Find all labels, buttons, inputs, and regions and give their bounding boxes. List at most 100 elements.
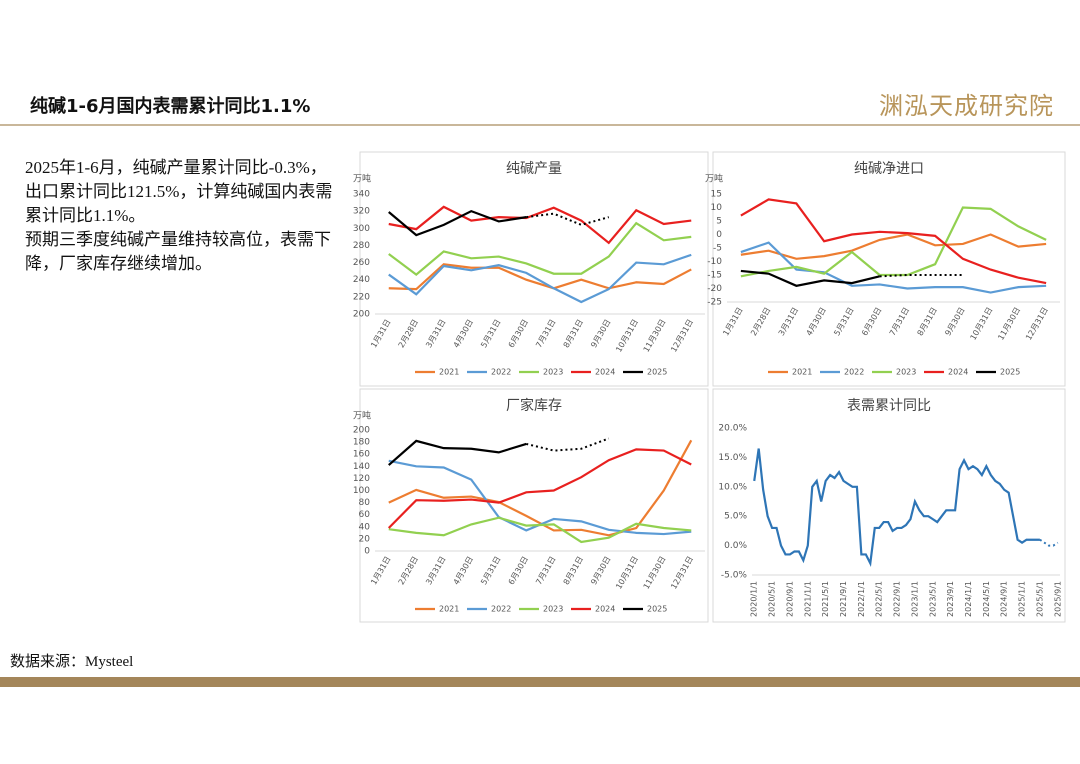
legend-label: 2025 bbox=[1000, 368, 1020, 377]
body-text: 2025年1-6月，纯碱产量累计同比-0.3%，出口累计同比121.5%，计算纯… bbox=[25, 156, 335, 276]
y-tick-label: 10.0% bbox=[718, 482, 747, 492]
y-tick-label: 200 bbox=[353, 426, 370, 436]
y-tick-label: 10 bbox=[711, 203, 723, 213]
y-unit: 万吨 bbox=[705, 173, 723, 185]
series-line bbox=[388, 439, 693, 537]
legend-label: 2021 bbox=[792, 368, 812, 377]
chart-title: 纯碱净进口 bbox=[854, 161, 924, 177]
legend-label: 2023 bbox=[543, 368, 563, 377]
series-line bbox=[740, 206, 1047, 278]
y-tick-label: 60 bbox=[359, 510, 371, 520]
y-tick-label: -10 bbox=[707, 257, 722, 267]
series-line bbox=[388, 221, 692, 276]
y-tick-label: 260 bbox=[353, 258, 370, 268]
series-line bbox=[526, 212, 610, 226]
y-tick-label: -5.0% bbox=[721, 571, 748, 581]
chart-panel bbox=[712, 151, 1066, 387]
legend-label: 2021 bbox=[439, 605, 459, 614]
x-tick-label: 2022/1/1 bbox=[857, 581, 866, 617]
y-tick-label: 280 bbox=[353, 241, 370, 251]
chart-title: 厂家库存 bbox=[506, 397, 562, 414]
legend-label: 2023 bbox=[543, 605, 563, 614]
y-tick-label: 180 bbox=[353, 438, 370, 448]
y-unit: 万吨 bbox=[353, 410, 371, 422]
x-tick-label: 2022/5/1 bbox=[875, 581, 884, 617]
x-tick-label: 2021/5/1 bbox=[821, 581, 830, 617]
x-tick-label: 2025/5/1 bbox=[1035, 581, 1044, 617]
series-line bbox=[388, 263, 692, 291]
header-rule bbox=[0, 124, 1080, 126]
paragraph: 2025年1-6月，纯碱产量累计同比-0.3%，出口累计同比121.5%，计算纯… bbox=[25, 158, 333, 225]
series-line bbox=[753, 448, 1040, 567]
y-tick-label: 200 bbox=[353, 310, 370, 320]
series-line bbox=[388, 439, 527, 466]
legend-label: 2025 bbox=[647, 605, 667, 614]
x-tick-label: 2021/1/1 bbox=[803, 581, 812, 617]
y-tick-label: 0.0% bbox=[724, 541, 747, 551]
y-tick-label: 140 bbox=[353, 462, 370, 472]
y-tick-label: 240 bbox=[353, 275, 370, 285]
x-tick-label: 2020/5/1 bbox=[768, 581, 777, 617]
logo: 渊泓天成研究院 bbox=[879, 92, 1054, 120]
y-tick-label: -20 bbox=[707, 284, 722, 294]
y-tick-label: 0 bbox=[716, 230, 722, 240]
y-tick-label: 5 bbox=[716, 217, 722, 227]
y-tick-label: -5 bbox=[713, 244, 722, 254]
x-tick-label: 2020/1/1 bbox=[750, 581, 759, 617]
y-tick-label: 300 bbox=[353, 224, 370, 234]
series-line bbox=[879, 274, 963, 278]
legend-label: 2023 bbox=[896, 368, 916, 377]
x-tick-label: 2025/1/1 bbox=[1018, 581, 1027, 617]
y-tick-label: 160 bbox=[353, 450, 370, 460]
x-tick-label: 2024/1/1 bbox=[964, 581, 973, 617]
y-tick-label: 20 bbox=[359, 534, 371, 544]
legend-label: 2024 bbox=[595, 368, 615, 377]
chart-title: 表需累计同比 bbox=[847, 398, 931, 414]
legend-label: 2024 bbox=[948, 368, 968, 377]
series-line bbox=[1039, 538, 1059, 547]
chart-title: 纯碱产量 bbox=[506, 161, 562, 177]
x-tick-label: 2023/1/1 bbox=[910, 581, 919, 617]
chart-panel bbox=[359, 151, 709, 387]
y-tick-label: 40 bbox=[359, 522, 371, 532]
x-tick-label: 2023/5/1 bbox=[928, 581, 937, 617]
legend-label: 2022 bbox=[491, 368, 511, 377]
slide-title: 纯碱1-6月国内表需累计同比1.1% bbox=[30, 96, 311, 117]
y-tick-label: 0 bbox=[364, 547, 370, 557]
y-tick-label: 5.0% bbox=[724, 512, 747, 522]
x-tick-label: 2020/9/1 bbox=[785, 581, 794, 617]
legend-label: 2024 bbox=[595, 605, 615, 614]
y-tick-label: 100 bbox=[353, 486, 370, 496]
chart-panel bbox=[712, 388, 1066, 623]
footer-band bbox=[0, 677, 1080, 687]
x-tick-label: 2025/9/1 bbox=[1053, 581, 1062, 617]
y-tick-label: 120 bbox=[353, 474, 370, 484]
series-line bbox=[387, 448, 692, 529]
x-tick-label: 2024/5/1 bbox=[982, 581, 991, 617]
paragraph: 预期三季度纯碱产量维持较高位，表需下降，厂家库存继续增加。 bbox=[25, 230, 331, 273]
series-line bbox=[388, 516, 692, 544]
y-tick-label: -25 bbox=[707, 298, 722, 308]
y-tick-label: 320 bbox=[353, 207, 370, 217]
x-tick-label: 2023/9/1 bbox=[946, 581, 955, 617]
legend-label: 2021 bbox=[439, 368, 459, 377]
y-tick-label: 340 bbox=[353, 190, 370, 200]
y-tick-label: 220 bbox=[353, 292, 370, 302]
chart-panel bbox=[359, 388, 709, 623]
series-line bbox=[388, 209, 527, 237]
series-line bbox=[740, 198, 1047, 285]
series-line bbox=[740, 233, 1047, 260]
series-line bbox=[740, 269, 880, 287]
legend-label: 2025 bbox=[647, 368, 667, 377]
legend-label: 2022 bbox=[491, 605, 511, 614]
legend-label: 2022 bbox=[844, 368, 864, 377]
y-tick-label: -15 bbox=[707, 271, 722, 281]
series-line bbox=[388, 205, 692, 245]
x-tick-label: 2024/9/1 bbox=[1000, 581, 1009, 617]
y-tick-label: 15.0% bbox=[718, 453, 747, 463]
y-tick-label: 80 bbox=[359, 498, 371, 508]
source-note: 数据来源：Mysteel bbox=[10, 654, 134, 670]
y-unit: 万吨 bbox=[353, 173, 371, 185]
